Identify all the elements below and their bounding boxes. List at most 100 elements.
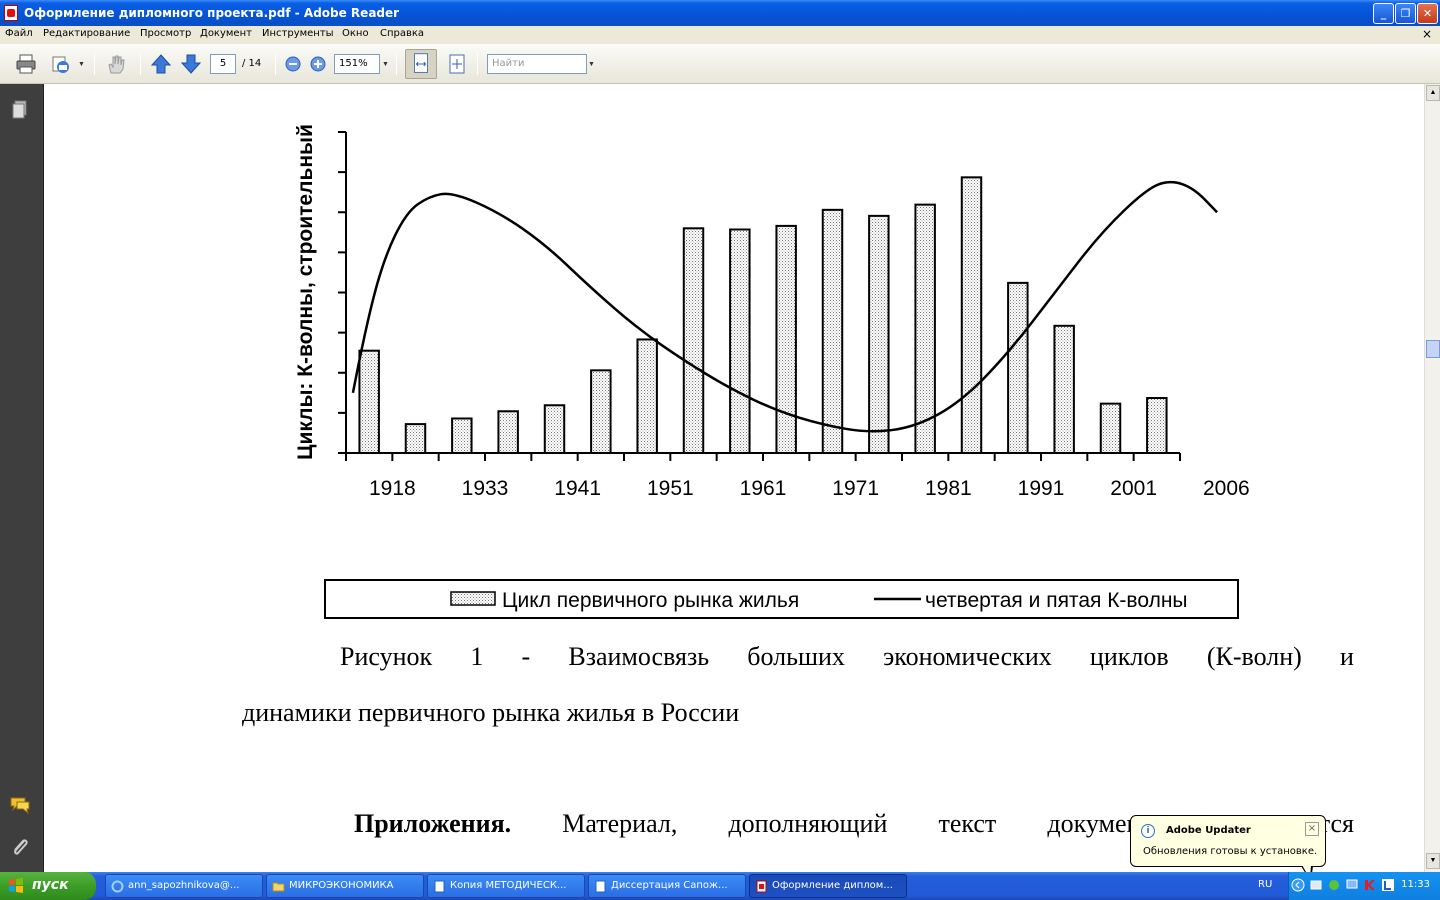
bar xyxy=(821,208,844,454)
email-icon[interactable] xyxy=(50,53,72,75)
arrow-down-icon[interactable] xyxy=(180,53,202,75)
bar xyxy=(543,404,566,454)
x-tick-label: 1951 xyxy=(647,477,694,500)
appendix-word: текст xyxy=(938,809,997,838)
app-tray-icon[interactable] xyxy=(1381,878,1395,892)
y-axis-label: Циклы: К-волны, строительный xyxy=(294,124,317,460)
x-tick-label: 2006 xyxy=(1203,477,1250,500)
taskbar-item-adobe-reader[interactable]: Оформление диплом... xyxy=(749,874,907,898)
folder-icon xyxy=(272,882,285,892)
task-label: МИКРОЭКОНОМИКА xyxy=(289,880,394,891)
antivirus-icon[interactable] xyxy=(1363,878,1377,892)
scroll-down-icon[interactable]: ▼ xyxy=(1426,853,1440,869)
bar xyxy=(451,417,473,454)
updater-icon[interactable] xyxy=(1327,878,1341,892)
info-icon: i xyxy=(1141,824,1155,838)
figure-caption-line-1: Рисунок 1 - Взаимосвязь больших экономич… xyxy=(340,642,1354,672)
display-icon[interactable] xyxy=(1345,878,1359,892)
toolbar: ▼ ▼ ▼ xyxy=(0,44,1440,84)
network-icon[interactable] xyxy=(1309,878,1323,892)
menu-file[interactable]: Файл xyxy=(5,28,33,39)
title-bar: Оформление дипломного проекта.pdf - Adob… xyxy=(0,0,1440,26)
taskbar-item-word-1[interactable]: Копия МЕТОДИЧЕСК... xyxy=(427,874,585,898)
scroll-up-icon[interactable]: ▲ xyxy=(1426,85,1440,101)
bar xyxy=(914,203,936,454)
document-close-button[interactable]: × xyxy=(1421,27,1432,41)
x-tick-label: 2001 xyxy=(1110,477,1157,500)
taskbar-item-ie[interactable]: ann_sapozhnikova@... xyxy=(105,874,263,898)
menu-edit[interactable]: Редактирование xyxy=(43,28,131,39)
legend-label-bars: Цикл первичного рынка жилья xyxy=(502,589,799,612)
comments-icon[interactable] xyxy=(9,794,31,816)
minimize-button[interactable]: _ xyxy=(1373,3,1394,24)
menu-view[interactable]: Просмотр xyxy=(140,28,192,39)
pages-icon[interactable] xyxy=(9,98,31,120)
menu-document[interactable]: Документ xyxy=(200,28,252,39)
vertical-scrollbar[interactable]: ▲ ▼ xyxy=(1424,84,1440,872)
zoom-out-icon[interactable] xyxy=(282,53,304,75)
toolbar-separator xyxy=(396,53,397,75)
start-label: пуск xyxy=(32,877,69,893)
taskbar-item-word-2[interactable]: Диссертация Сапож... xyxy=(588,874,746,898)
caption-word: больших xyxy=(747,642,845,671)
search-dropdown-icon[interactable]: ▼ xyxy=(588,61,595,68)
caption-word: циклов xyxy=(1089,642,1169,671)
internet-explorer-icon xyxy=(111,880,124,893)
task-label: Диссертация Сапож... xyxy=(611,880,728,891)
tray-expand-icon[interactable] xyxy=(1291,878,1305,892)
document-viewport[interactable]: 1918 1933 1941 1951 1961 1971 1981 1991 2001 2006… xyxy=(44,84,1424,872)
zoom-dropdown-icon[interactable]: ▼ xyxy=(382,61,389,68)
bar xyxy=(868,214,890,454)
notification-close-button[interactable]: × xyxy=(1305,822,1319,836)
navigation-pane xyxy=(0,84,44,872)
updater-notification[interactable]: i Adobe Updater × Обновления готовы к ус… xyxy=(1130,815,1326,882)
menu-help[interactable]: Справка xyxy=(380,28,425,39)
caption-word: Взаимосвязь xyxy=(568,642,710,671)
close-button[interactable]: ✕ xyxy=(1417,3,1438,24)
bar xyxy=(682,227,705,454)
caption-word: - xyxy=(521,642,531,671)
adobe-reader-icon xyxy=(4,5,18,21)
menu-tools[interactable]: Инструменты xyxy=(262,28,334,39)
menu-window[interactable]: Окно xyxy=(342,28,369,39)
zoom-in-icon[interactable] xyxy=(307,53,329,75)
scrollbar-thumb[interactable] xyxy=(1426,340,1440,358)
search-input[interactable]: Найти xyxy=(487,54,587,74)
taskbar-item-folder[interactable]: МИКРОЭКОНОМИКА xyxy=(266,874,424,898)
arrow-up-icon[interactable] xyxy=(150,53,172,75)
task-label: Оформление диплом... xyxy=(772,880,893,891)
bar xyxy=(775,224,797,454)
clock: 11:33 xyxy=(1401,879,1430,890)
restore-button[interactable]: ❐ xyxy=(1395,3,1416,24)
bar xyxy=(404,423,427,454)
attachments-icon[interactable] xyxy=(9,836,31,858)
bar xyxy=(1146,397,1168,454)
x-tick-label: 1991 xyxy=(1018,477,1065,500)
x-tick-label: 1918 xyxy=(369,477,416,500)
figure-caption-line-2: динамики первичного рынка жилья в России xyxy=(242,698,740,727)
x-tick-label: 1981 xyxy=(925,477,972,500)
hand-icon[interactable] xyxy=(105,53,127,75)
start-button[interactable]: пуск xyxy=(0,872,96,900)
page-number-input[interactable]: 5 xyxy=(210,54,236,74)
caption-word: и xyxy=(1339,642,1354,671)
language-indicator[interactable]: RU xyxy=(1258,879,1273,890)
email-dropdown-icon[interactable]: ▼ xyxy=(78,61,85,68)
pdf-icon xyxy=(756,880,767,893)
toolbar-separator xyxy=(275,53,276,75)
word-document-icon xyxy=(434,880,445,893)
k-waves-chart: 1918 1933 1941 1951 1961 1971 1981 1991 2001 2006… xyxy=(294,124,1250,619)
bar xyxy=(358,349,380,454)
bar xyxy=(636,338,658,454)
fit-page-icon[interactable] xyxy=(446,53,468,75)
k-wave-line xyxy=(351,180,1218,433)
x-tick-label: 1941 xyxy=(554,477,601,500)
legend-label-line: четвертая и пятая К-волны xyxy=(925,589,1188,612)
toolbar-separator xyxy=(140,53,141,75)
print-icon[interactable] xyxy=(15,53,37,75)
fit-width-icon[interactable] xyxy=(405,49,437,79)
zoom-level-input[interactable]: 151% xyxy=(334,54,380,74)
appendix-word: Материал, xyxy=(562,809,678,838)
x-tick-label: 1933 xyxy=(462,477,509,500)
menu-bar: Файл Редактирование Просмотр Документ Ин… xyxy=(0,26,1440,44)
